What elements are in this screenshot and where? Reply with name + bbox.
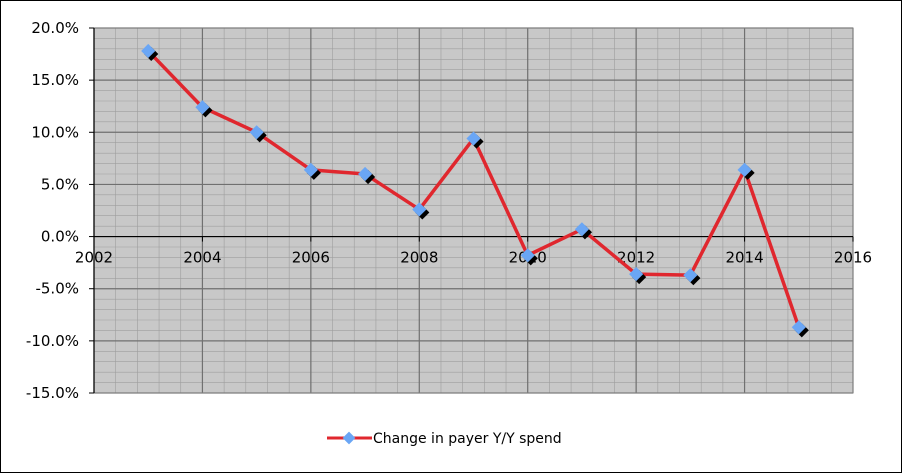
data-point-marker bbox=[466, 131, 481, 146]
data-point-marker bbox=[358, 166, 373, 182]
x-tick-label: 2008 bbox=[400, 249, 438, 267]
x-tick-label: 2016 bbox=[834, 249, 872, 267]
x-tick-label: 2012 bbox=[617, 249, 655, 267]
data-point-marker bbox=[629, 267, 644, 282]
y-tick-labels: 20.0% 15.0% 10.0% 5.0% 0.0% -5.0% -10.0% -15.0% bbox=[26, 19, 79, 402]
data-point-marker bbox=[574, 222, 589, 237]
x-tick-label: 2004 bbox=[183, 249, 221, 267]
plot-background bbox=[94, 28, 853, 393]
legend-label: Change in payer Y/Y spend bbox=[373, 431, 562, 447]
data-point-marker bbox=[303, 162, 318, 177]
y-tick-label: 5.0% bbox=[41, 175, 79, 193]
y-tick-label: -5.0% bbox=[35, 280, 79, 298]
y-tick-label: 20.0% bbox=[31, 19, 79, 37]
axes bbox=[89, 27, 854, 394]
x-tick-label: 2002 bbox=[75, 249, 113, 267]
legend-marker-swatch bbox=[342, 431, 356, 445]
y-tick-label: -15.0% bbox=[26, 384, 79, 402]
data-point-marker bbox=[412, 202, 427, 217]
y-tick-label: 0.0% bbox=[41, 228, 79, 246]
data-point-marker bbox=[737, 162, 752, 177]
data-point-marker bbox=[520, 248, 535, 263]
data-point-marker bbox=[683, 268, 698, 283]
y-tick-label: -10.0% bbox=[26, 332, 79, 350]
y-tick-label: 15.0% bbox=[31, 71, 79, 89]
legend: Change in payer Y/Y spend bbox=[327, 431, 562, 447]
data-point-marker bbox=[791, 320, 806, 335]
x-tick-label: 2006 bbox=[292, 249, 330, 267]
y-tick-label: 10.0% bbox=[31, 123, 79, 141]
x-tick-labels: 20022004200620082010201220142016 bbox=[75, 249, 872, 267]
x-tick-label: 2014 bbox=[725, 249, 763, 267]
plot-area bbox=[94, 28, 853, 393]
